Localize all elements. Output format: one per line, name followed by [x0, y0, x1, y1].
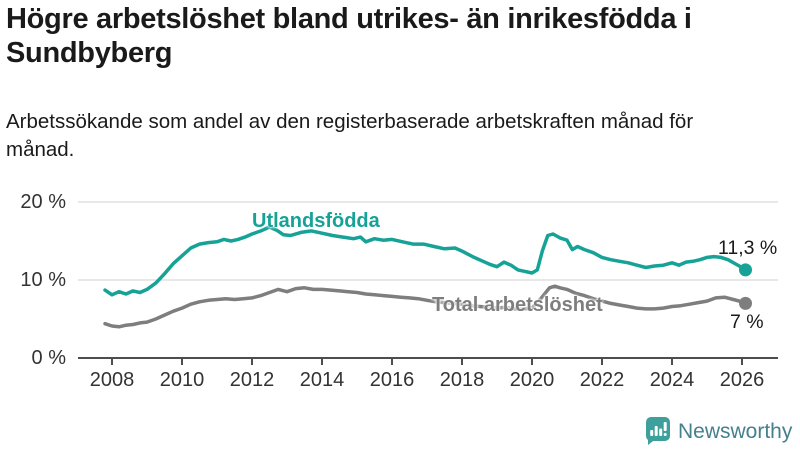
- x-tick-label: 2012: [229, 369, 275, 391]
- series-line-utlandsf-dda: [103, 225, 748, 297]
- y-tick-label: 10 %: [20, 269, 66, 291]
- x-tick-label: 2024: [649, 369, 695, 391]
- x-tick-label: 2018: [439, 369, 485, 391]
- series-end-dot-total-arbetsl-shet: [739, 296, 752, 310]
- newsworthy-logo-icon: [646, 417, 670, 445]
- x-tick-label: 2022: [579, 369, 625, 391]
- x-tick-label: 2010: [159, 369, 205, 391]
- series-line-total-arbetsl-shet: [103, 284, 748, 329]
- series-end-dot-utlandsf-dda: [739, 263, 752, 277]
- x-tick-label: 2016: [369, 369, 415, 391]
- x-tick-label: 2020: [509, 369, 555, 391]
- x-tick-label: 2026: [719, 369, 765, 391]
- x-tick-label: 2014: [299, 369, 345, 391]
- page-title: Högre arbetslöshet bland utrikes- än inr…: [6, 3, 692, 69]
- y-tick-label: 0 %: [31, 347, 66, 369]
- end-value-label-utlandsfodda: 11,3 %: [718, 237, 778, 259]
- end-value-label-total: 7 %: [730, 311, 764, 333]
- series-label-utlandsfodda: Utlandsfödda: [252, 210, 380, 232]
- series-label-total-arbetsloshet: Total arbetslöshet: [432, 294, 603, 316]
- y-tick-label: 20 %: [20, 191, 66, 213]
- newsworthy-brand-text: Newsworthy: [678, 420, 793, 443]
- chart-subtitle: Arbetssökande som andel av den registerb…: [6, 110, 694, 161]
- newsworthy-logo[interactable]: Newsworthy: [645, 417, 792, 446]
- x-tick-label: 2008: [89, 369, 135, 391]
